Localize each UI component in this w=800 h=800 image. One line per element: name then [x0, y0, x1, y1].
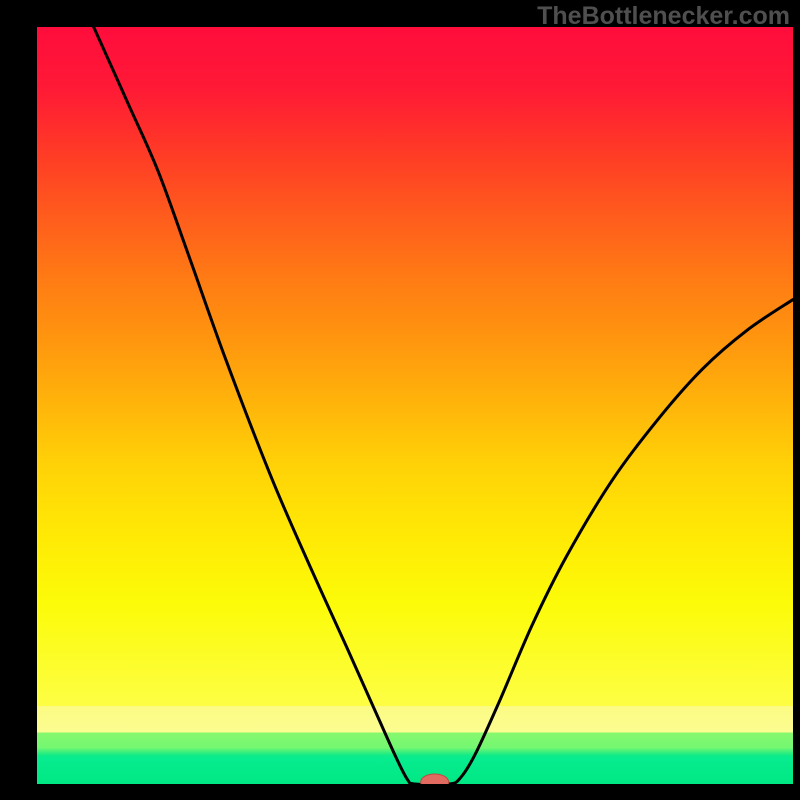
plot-gradient-background	[37, 27, 793, 784]
chart-stage: TheBottlenecker.com	[0, 0, 800, 800]
chart-svg	[0, 0, 800, 800]
